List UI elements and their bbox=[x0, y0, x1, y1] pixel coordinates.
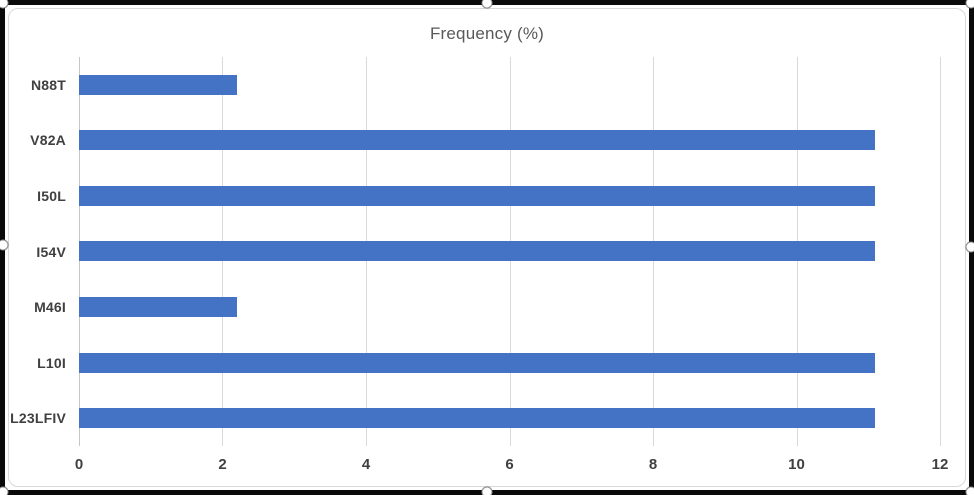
bar-row bbox=[79, 279, 940, 335]
selection-handle-bottom-right[interactable] bbox=[965, 486, 974, 495]
category-label: N88T bbox=[30, 76, 66, 93]
selection-handle-middle-right[interactable] bbox=[965, 241, 974, 253]
category-label: I54V bbox=[36, 243, 66, 260]
selection-handle-top-center[interactable] bbox=[481, 0, 493, 9]
selection-handle-top-right[interactable] bbox=[965, 0, 974, 9]
x-tick-label: 0 bbox=[74, 456, 84, 473]
bar-row bbox=[79, 390, 940, 446]
bar-row bbox=[79, 168, 940, 224]
bar-V82A bbox=[79, 130, 876, 151]
x-tick-label: 4 bbox=[361, 456, 371, 473]
category-label: L10I bbox=[37, 354, 66, 371]
gridline bbox=[940, 57, 941, 446]
bar-L10I bbox=[79, 352, 876, 373]
category-label: V82A bbox=[30, 132, 66, 149]
x-axis-labels: 0 2 4 6 8 10 12 bbox=[75, 456, 949, 480]
category-label: I50L bbox=[37, 187, 66, 204]
bar-L23LFIV bbox=[79, 408, 876, 429]
category-label: L23LFIV bbox=[10, 410, 66, 427]
selection-handle-top-left[interactable] bbox=[0, 0, 9, 9]
bar-I50L bbox=[79, 185, 876, 206]
bar-I54V bbox=[79, 241, 876, 262]
x-tick-label: 6 bbox=[505, 456, 514, 473]
selection-handle-middle-left[interactable] bbox=[0, 239, 9, 251]
bar-M46I bbox=[79, 297, 237, 318]
bar-row bbox=[79, 113, 940, 169]
bar-rows bbox=[79, 57, 940, 446]
bar-row bbox=[79, 335, 940, 391]
plot-area bbox=[79, 57, 941, 446]
bar-row bbox=[79, 57, 940, 113]
category-labels: N88T V82A I50L I54V M46I L10I L23LFIV bbox=[6, 57, 66, 446]
chart-title: Frequency (%) bbox=[429, 24, 545, 43]
x-tick-label: 10 bbox=[788, 456, 805, 473]
bar-N88T bbox=[79, 74, 237, 95]
selection-handle-bottom-center[interactable] bbox=[481, 486, 493, 495]
x-tick-label: 12 bbox=[931, 456, 949, 473]
x-tick-label: 8 bbox=[648, 456, 658, 473]
x-tick-label: 2 bbox=[218, 456, 227, 473]
selection-handle-bottom-left[interactable] bbox=[0, 486, 9, 495]
bar-row bbox=[79, 224, 940, 280]
category-label: M46I bbox=[34, 299, 66, 316]
